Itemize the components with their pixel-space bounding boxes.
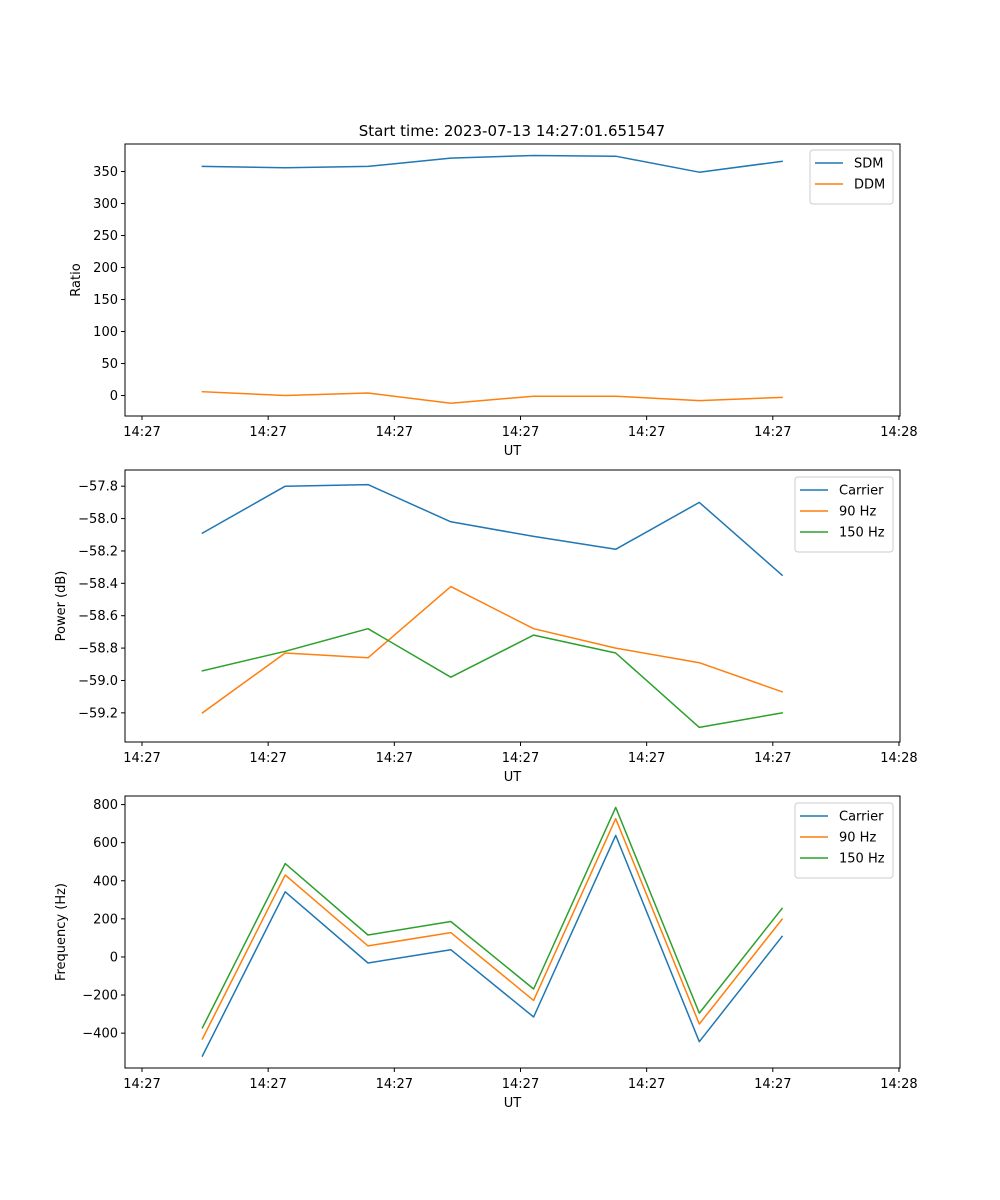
x-tick-label: 14:27: [376, 1077, 413, 1092]
y-tick-label: −58.0: [78, 512, 118, 527]
legend-label: 90 Hz: [839, 831, 876, 846]
panel-2: 14:27 14:27 14:27 14:27 14:27 14:27 14:28 −59.2…: [54, 469, 918, 785]
x-tick-label: 14:27: [123, 425, 160, 440]
x-tick-label: 14:27: [376, 425, 413, 440]
y-tick-label: 300: [93, 197, 118, 212]
x-tick-label: 14:27: [123, 1077, 160, 1092]
y-tick-label: 0: [110, 950, 118, 965]
y-tick-label: 200: [93, 261, 118, 276]
y-tick-label: −58.2: [78, 544, 118, 559]
y-tick-label: 100: [93, 325, 118, 340]
legend-label: 150 Hz: [839, 852, 885, 867]
y-tick-label: 350: [93, 165, 118, 180]
series-line-150-hz: [201, 806, 784, 1029]
series-group: [201, 806, 784, 1058]
legend-label: SDM: [854, 157, 883, 172]
y-tick-label: −200: [82, 989, 118, 1004]
axes-frame: [124, 143, 901, 417]
y-tick-label: 0: [110, 389, 118, 404]
x-tick-label: 14:27: [249, 425, 286, 440]
series-group: [201, 483, 784, 729]
legend-frame: [794, 802, 894, 879]
legend: Carrier 90 Hz 150 Hz: [794, 476, 894, 553]
y-axis-label: Ratio: [69, 263, 84, 296]
legend: SDM DDM: [809, 149, 894, 205]
series-line-90-hz: [201, 585, 784, 714]
y-tick-label: −59.2: [78, 706, 118, 721]
y-tick-label: 250: [93, 229, 118, 244]
y-tick-label: 400: [93, 874, 118, 889]
legend-label: 90 Hz: [839, 505, 876, 520]
x-axis-label: UT: [504, 444, 522, 459]
x-tick-label: 14:27: [628, 1077, 665, 1092]
x-tick-label: 14:27: [754, 1077, 791, 1092]
y-tick-label: −57.8: [78, 480, 118, 495]
y-tick-label: −58.8: [78, 642, 118, 657]
y-tick-label: −400: [82, 1027, 118, 1042]
x-tick-label: 14:27: [628, 425, 665, 440]
y-tick-label: 600: [93, 836, 118, 851]
y-tick-label: 150: [93, 293, 118, 308]
y-axis-label: Frequency (Hz): [54, 883, 69, 981]
panel-3: 14:27 14:27 14:27 14:27 14:27 14:27 14:28 −400 −…: [54, 795, 918, 1111]
series-group: [201, 154, 783, 404]
x-tick-label: 14:27: [502, 1077, 539, 1092]
x-axis-label: UT: [504, 770, 522, 785]
series-line-ddm: [201, 390, 783, 404]
y-tick-label: −59.0: [78, 674, 118, 689]
legend: Carrier 90 Hz 150 Hz: [794, 802, 894, 879]
axes-frame: [124, 795, 901, 1069]
x-tick-label: 14:27: [754, 425, 791, 440]
legend-label: Carrier: [839, 484, 884, 499]
y-axis-label: Power (dB): [54, 571, 69, 642]
x-tick-label: 14:27: [123, 751, 160, 766]
x-tick-label: 14:28: [880, 425, 917, 440]
x-tick-label: 14:27: [628, 751, 665, 766]
series-line-carrier: [201, 483, 784, 577]
y-tick-label: 200: [93, 912, 118, 927]
x-tick-label: 14:27: [502, 751, 539, 766]
series-line-150-hz: [201, 627, 783, 729]
legend-frame: [794, 476, 894, 553]
y-tick-label: −58.6: [78, 609, 118, 624]
x-tick-label: 14:28: [880, 1077, 917, 1092]
x-tick-label: 14:27: [502, 425, 539, 440]
legend-label: DDM: [854, 178, 885, 193]
x-tick-label: 14:28: [880, 751, 917, 766]
series-line-carrier: [201, 834, 784, 1058]
series-line-90-hz: [201, 817, 784, 1040]
panel-1: 14:27 14:27 14:27 14:27 14:27 14:27 14:28 0 50 10…: [69, 143, 918, 459]
y-tick-label: 50: [101, 357, 118, 372]
x-axis-label: UT: [504, 1096, 522, 1111]
chart-title: Start time: 2023-07-13 14:27:01.651547: [359, 122, 665, 140]
legend-label: 150 Hz: [839, 526, 885, 541]
x-tick-label: 14:27: [754, 751, 791, 766]
y-tick-label: −58.4: [78, 577, 118, 592]
legend-label: Carrier: [839, 810, 884, 825]
series-line-sdm: [201, 154, 783, 173]
y-tick-label: 800: [93, 798, 118, 813]
x-tick-label: 14:27: [249, 1077, 286, 1092]
axes-frame: [124, 469, 901, 743]
x-tick-label: 14:27: [376, 751, 413, 766]
x-tick-label: 14:27: [249, 751, 286, 766]
